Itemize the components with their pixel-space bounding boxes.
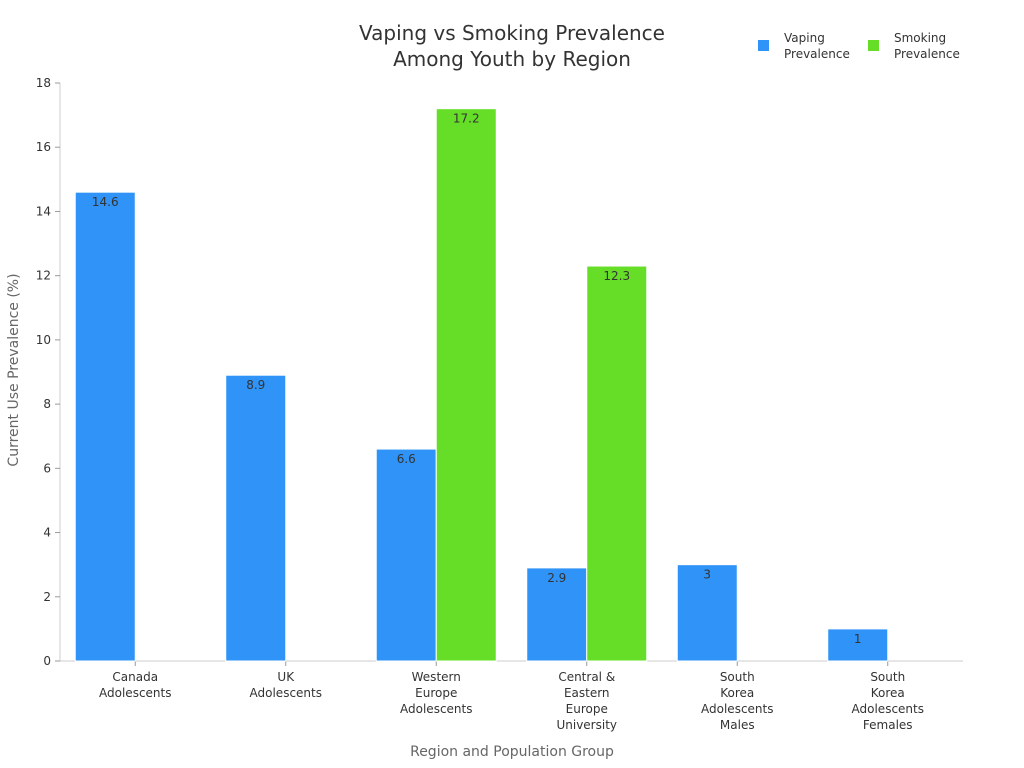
data-label: 6.6: [397, 452, 416, 466]
x-tick-label: South Korea Adolescents Males: [701, 670, 773, 732]
x-tick-label: Central & Eastern Europe University: [556, 670, 617, 732]
bar-vaping: [74, 191, 136, 662]
y-tick-label: 2: [43, 590, 51, 604]
x-tick-label: Western Europe Adolescents: [400, 670, 472, 716]
x-tick-label: South Korea Adolescents Females: [852, 670, 924, 732]
data-label: 1: [854, 632, 862, 646]
bar-vaping: [676, 564, 738, 662]
x-tick-label: UK Adolescents: [250, 670, 322, 700]
y-tick-label: 12: [36, 269, 51, 283]
x-tick-label: Canada Adolescents: [99, 670, 171, 700]
bar-vaping: [827, 628, 889, 662]
bar-vaping: [526, 567, 588, 662]
data-label: 12.3: [603, 269, 630, 283]
bar-smoking: [435, 108, 497, 662]
y-axis-title: Current Use Prevalence (%): [6, 273, 22, 466]
y-tick-label: 18: [36, 76, 51, 90]
data-label: 2.9: [547, 571, 566, 585]
y-tick-label: 16: [36, 140, 51, 154]
bar-vaping: [375, 448, 437, 662]
y-tick-label: 14: [36, 204, 51, 218]
legend-label-smoking: Smoking Prevalence: [894, 31, 960, 61]
y-tick-label: 8: [43, 397, 51, 411]
data-label: 14.6: [92, 195, 119, 209]
legend-label-vaping: Vaping Prevalence: [784, 31, 850, 61]
bar-vaping: [225, 374, 287, 662]
data-label: 3: [703, 568, 711, 582]
data-label: 17.2: [453, 112, 480, 126]
y-tick-label: 0: [43, 654, 51, 668]
bar-smoking: [586, 265, 648, 662]
x-axis-title: Region and Population Group: [410, 744, 614, 760]
legend-swatch-smoking: [868, 40, 879, 51]
y-tick-label: 6: [43, 461, 51, 475]
data-label: 8.9: [246, 378, 265, 392]
chart-title: Vaping vs Smoking Prevalence Among Youth …: [359, 21, 665, 71]
y-tick-label: 4: [43, 526, 51, 540]
y-tick-label: 10: [36, 333, 51, 347]
legend-swatch-vaping: [758, 40, 769, 51]
